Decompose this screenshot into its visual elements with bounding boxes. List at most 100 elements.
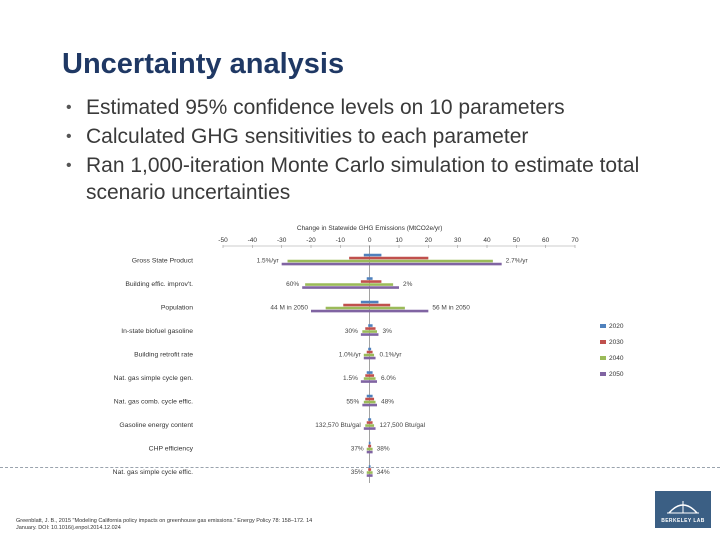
bar-2050 (363, 356, 376, 360)
high-value-label: 38% (377, 445, 390, 452)
bullet-text: Estimated 95% confidence levels on 10 pa… (86, 96, 565, 119)
high-value-label: 127,500 Btu/gal (380, 422, 426, 429)
legend-swatch-2050 (600, 372, 606, 376)
bar-2030 (366, 350, 373, 354)
x-tick-label: -50 (218, 237, 228, 244)
bar-2020 (366, 394, 373, 398)
x-tick-label: 0 (368, 237, 372, 244)
bar-2050 (281, 262, 502, 266)
legend-label: 2040 (609, 355, 624, 362)
logo-text: BERKELEY LAB (661, 518, 705, 524)
bullet-dot-icon: • (66, 99, 72, 116)
high-value-label: 48% (381, 398, 394, 405)
low-value-label: 55% (346, 398, 359, 405)
x-tick-label: 20 (425, 237, 433, 244)
citation-line: Greenblatt, J. B., 2015 "Modeling Califo… (16, 518, 313, 524)
bar-2050 (366, 474, 373, 477)
bar-2040 (365, 424, 375, 427)
bar-2050 (360, 380, 377, 383)
category-label: Nat. gas simple cycle effic. (113, 469, 193, 476)
bar-2040 (366, 447, 373, 451)
x-tick-label: 60 (542, 237, 550, 244)
tornado-chart: Change in Statewide GHG Emissions (MtCO2… (113, 225, 624, 483)
category-label: Nat. gas comb. cycle effic. (114, 398, 193, 405)
bar-2030 (368, 468, 372, 471)
bar-2030 (343, 303, 391, 307)
legend-label: 2030 (609, 339, 624, 346)
x-tick-label: 40 (483, 237, 491, 244)
bar-2020 (368, 418, 372, 421)
bar-2040 (362, 330, 377, 333)
bar-2020 (368, 441, 371, 445)
bullet-item: • Calculated GHG sensitivities to each pa… (66, 123, 686, 150)
legend-swatch-2030 (600, 340, 606, 344)
legend-label: 2050 (609, 371, 624, 378)
high-value-label: 56 M in 2050 (432, 304, 470, 311)
x-tick-label: -40 (248, 237, 258, 244)
bar-2030 (360, 280, 382, 283)
bar-2050 (360, 333, 379, 336)
low-value-label: 60% (286, 281, 299, 288)
bullet-text: Calculated GHG sensitivities to each par… (86, 125, 529, 148)
bar-2020 (368, 347, 372, 351)
bar-2050 (363, 427, 376, 430)
x-tick-label: -30 (277, 237, 287, 244)
bar-2040 (363, 353, 375, 357)
berkeley-lab-logo: BERKELEY LAB (655, 491, 711, 528)
bar-2020 (366, 277, 373, 280)
bar-2050 (362, 403, 377, 407)
citation-line: January. DOI: 10.1016/j.enpol.2014.12.02… (16, 525, 121, 531)
high-value-label: 34% (377, 469, 390, 476)
category-label: Building retrofit rate (134, 351, 193, 358)
divider-line (0, 467, 720, 468)
low-value-label: 37% (351, 445, 364, 452)
bar-2040 (366, 471, 373, 474)
bar-2050 (366, 450, 373, 454)
bar-2030 (366, 421, 373, 424)
bullet-text: Ran 1,000-iteration Monte Carlo simulati… (86, 154, 640, 204)
category-label: Population (161, 304, 193, 311)
high-value-label: 3% (382, 328, 392, 335)
high-value-label: 6.0% (381, 375, 396, 382)
bullet-item: • Estimated 95% confidence levels on 10 p… (66, 94, 686, 121)
bar-2030 (365, 374, 375, 377)
bar-2040 (325, 306, 405, 310)
x-tick-label: 30 (454, 237, 462, 244)
low-value-label: 1.5% (343, 375, 358, 382)
bar-2020 (363, 253, 382, 257)
bar-2040 (363, 400, 376, 404)
category-label: Building effic. improv't. (125, 281, 193, 288)
bar-2030 (365, 397, 375, 401)
low-value-label: 30% (345, 328, 358, 335)
lab-building-icon (667, 501, 699, 514)
bullet-dot-icon: • (66, 128, 72, 145)
category-label: Nat. gas simple cycle gen. (114, 375, 193, 382)
bar-2030 (349, 256, 429, 260)
bar-2030 (365, 327, 376, 330)
high-value-label: 2.7%/yr (506, 257, 529, 264)
x-tick-label: -10 (336, 237, 346, 244)
chart-title: Change in Statewide GHG Emissions (MtCO2… (297, 225, 443, 232)
legend-label: 2020 (609, 323, 624, 330)
x-tick-label: 50 (513, 237, 521, 244)
bar-2050 (311, 309, 429, 313)
high-value-label: 2% (403, 281, 413, 288)
bar-2050 (302, 286, 399, 289)
x-tick-label: 10 (395, 237, 403, 244)
category-label: In-state biofuel gasoline (121, 328, 193, 335)
low-value-label: 132,570 Btu/gal (315, 422, 361, 429)
bar-2020 (360, 300, 379, 304)
category-label: Gasoline energy content (119, 422, 193, 429)
bullet-dot-icon: • (66, 157, 72, 174)
bullet-list: • Estimated 95% confidence levels on 10 p… (66, 94, 686, 208)
bar-2040 (305, 283, 394, 286)
category-label: CHP efficiency (149, 445, 194, 452)
bar-2020 (366, 371, 373, 374)
x-tick-label: -20 (306, 237, 316, 244)
bar-2020 (368, 324, 373, 327)
category-label: Gross State Product (132, 257, 193, 264)
legend-swatch-2040 (600, 356, 606, 360)
bar-2040 (363, 377, 376, 380)
x-tick-label: 70 (571, 237, 579, 244)
citation: Greenblatt, J. B., 2015 "Modeling Califo… (16, 518, 436, 532)
